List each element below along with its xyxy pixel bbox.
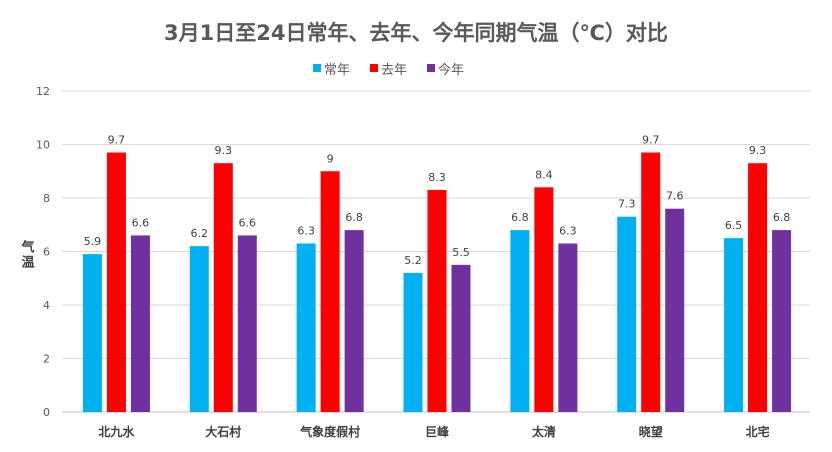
legend-swatch <box>370 64 378 72</box>
bar-今年 <box>558 243 578 412</box>
x-tick-label: 晓望 <box>639 424 663 439</box>
legend-label: 今年 <box>438 62 464 78</box>
data-label: 6.8 <box>511 211 529 224</box>
data-label: 7.6 <box>666 190 684 203</box>
data-label: 5.9 <box>84 235 102 248</box>
bar-去年 <box>534 187 554 412</box>
x-tick-label: 巨峰 <box>425 424 450 439</box>
data-label: 6.6 <box>132 216 150 229</box>
legend-label: 去年 <box>381 63 407 78</box>
bar-常年 <box>724 238 744 412</box>
data-label: 6.5 <box>725 219 743 232</box>
data-label: 7.3 <box>618 198 636 211</box>
data-label: 6.8 <box>773 211 791 224</box>
data-label: 6.8 <box>345 211 363 224</box>
y-tick-label: 10 <box>36 139 50 152</box>
bar-今年 <box>451 264 471 412</box>
data-label: 8.3 <box>428 171 446 184</box>
bar-常年 <box>403 272 423 412</box>
data-label: 9.3 <box>749 144 767 157</box>
x-tick-label: 北宅 <box>746 424 770 439</box>
y-axis-label: 气温 <box>19 239 35 270</box>
bar-今年 <box>130 235 150 412</box>
data-label: 5.5 <box>452 246 470 259</box>
bar-去年 <box>213 163 233 412</box>
y-tick-label: 8 <box>43 192 50 205</box>
bar-去年 <box>427 189 447 412</box>
y-tick-label: 4 <box>43 299 50 312</box>
x-tick-label: 北九水 <box>98 424 135 439</box>
data-label: 8.4 <box>535 168 553 181</box>
y-tick-label: 0 <box>43 406 50 419</box>
legend-label: 常年 <box>324 63 350 78</box>
x-tick-label: 气象度假村 <box>299 424 360 439</box>
data-label: 5.2 <box>404 254 422 267</box>
bar-常年 <box>189 246 209 412</box>
bar-常年 <box>82 254 102 412</box>
legend: 常年 去年 今年 <box>313 62 464 78</box>
bars: 5.9 9.7 6.6 6.2 9.3 6.6 6.3 9 6.8 5.2 8.3 5.5 6.8 8.4… <box>82 134 792 412</box>
bar-常年 <box>510 230 530 412</box>
data-label: 6.2 <box>191 227 209 240</box>
x-axis-ticks: 北九水 大石村 气象度假村 巨峰 太清 晓望 北宅 <box>98 424 769 439</box>
bar-去年 <box>641 152 661 412</box>
bar-去年 <box>106 152 126 412</box>
y-tick-label: 12 <box>36 85 50 98</box>
data-label: 9 <box>327 152 334 165</box>
y-tick-label: 6 <box>43 246 50 259</box>
bar-去年 <box>748 163 768 412</box>
data-label: 6.6 <box>239 216 257 229</box>
bar-今年 <box>344 230 364 412</box>
data-label: 6.3 <box>559 224 577 237</box>
bar-今年 <box>665 208 685 412</box>
bar-今年 <box>237 235 257 412</box>
bar-去年 <box>320 171 340 412</box>
y-axis-ticks: 0 2 4 6 8 10 12 <box>36 85 50 419</box>
bar-常年 <box>617 216 637 412</box>
data-label: 9.7 <box>108 134 126 147</box>
bar-常年 <box>296 243 316 412</box>
chart-title: 3月1日至24日常年、去年、今年同期气温（℃）对比 <box>164 21 668 45</box>
data-label: 9.3 <box>215 144 233 157</box>
data-label: 9.7 <box>642 134 660 147</box>
y-tick-label: 2 <box>43 353 50 366</box>
data-label: 6.3 <box>297 224 315 237</box>
x-tick-label: 太清 <box>532 424 556 439</box>
bar-今年 <box>772 230 792 412</box>
legend-swatch <box>313 64 321 72</box>
x-tick-label: 大石村 <box>205 424 241 439</box>
legend-swatch <box>427 64 435 72</box>
